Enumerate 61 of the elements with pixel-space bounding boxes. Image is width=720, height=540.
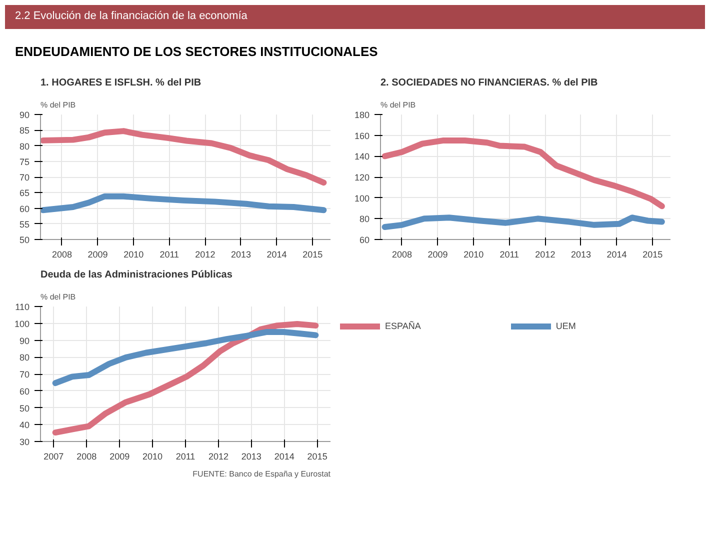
y-tick-label: 70 [19,370,30,380]
legend-label: UEM [556,321,576,332]
x-tick-label: 2008 [52,250,72,260]
y-tick-label: 80 [19,142,30,152]
source-note: FUENTE: Banco de España y Eurostat [192,470,332,479]
x-tick-label: 2008 [76,452,97,462]
y-tick-label: 110 [15,302,30,312]
y-tick-label: 120 [354,172,370,183]
y-tick-label: 100 [14,319,30,330]
y-tick-label: 85 [19,126,30,136]
y-tick-label: 180 [354,110,370,120]
y-tick-label: 50 [19,235,30,246]
x-tick-label: 2013 [230,250,252,260]
x-tick-label: 2011 [160,250,180,260]
x-tick-label: 2012 [535,250,556,260]
y-tick-label: 60 [19,386,30,397]
x-tick-label: 2015 [302,250,323,260]
x-tick-label: 2015 [307,452,328,462]
x-tick-label: 2011 [500,250,520,260]
text: 2.2 Evolución de la financiación de la economía [15,9,248,24]
x-tick-label: 2015 [642,250,663,260]
x-tick-label: 2009 [428,250,448,260]
y-tick-label: 100 [354,194,370,204]
x-tick-label: 2008 [392,250,412,260]
y-tick-label: 140 [354,152,370,162]
y-tick-label: 70 [19,172,30,183]
y-axis-title: % del PIB [40,292,76,302]
x-tick-label: 2009 [110,452,130,462]
x-tick-label: 2007 [44,452,64,462]
y-tick-label: 80 [19,352,30,363]
y-axis-title: % del PIB [380,100,416,110]
y-tick-label: 30 [19,437,30,448]
y-tick-label: 160 [354,131,370,142]
text: ENDEUDAMIENTO DE LOS SECTORES INSTITUCIONALES [15,42,378,61]
x-tick-label: 2012 [195,250,216,260]
y-axis-title: % del PIB [40,100,76,110]
x-tick-label: 2010 [142,452,163,462]
y-tick-label: 90 [19,336,30,346]
x-tick-label: 2010 [124,250,144,260]
legend-label: ESPAÑA [385,321,421,332]
x-tick-label: 2011 [176,452,196,462]
y-tick-label: 60 [19,204,30,214]
x-tick-label: 2012 [208,452,228,462]
y-tick-label: 60 [359,235,370,246]
x-tick-label: 2009 [88,250,108,260]
x-tick-label: 2014 [266,250,287,260]
y-tick-label: 90 [19,110,30,120]
x-tick-label: 2014 [606,250,627,260]
x-tick-label: 2013 [241,452,262,462]
x-tick-label: 2013 [570,250,592,260]
x-tick-label: 2014 [274,452,294,462]
chart-title: 2. SOCIEDADES NO FINANCIERAS. % del PIB [380,78,598,89]
x-tick-label: 2010 [464,250,484,260]
y-tick-label: 50 [19,404,30,414]
y-tick-label: 65 [19,188,30,198]
y-tick-label: 55 [19,220,30,230]
y-tick-label: 40 [19,420,30,430]
chart-title: Deuda de las Administraciones Públicas [40,270,233,281]
y-tick-label: 80 [359,214,370,224]
chart-title: 1. HOGARES E ISFLSH. % del PIB [40,78,202,89]
y-tick-label: 75 [19,157,30,168]
